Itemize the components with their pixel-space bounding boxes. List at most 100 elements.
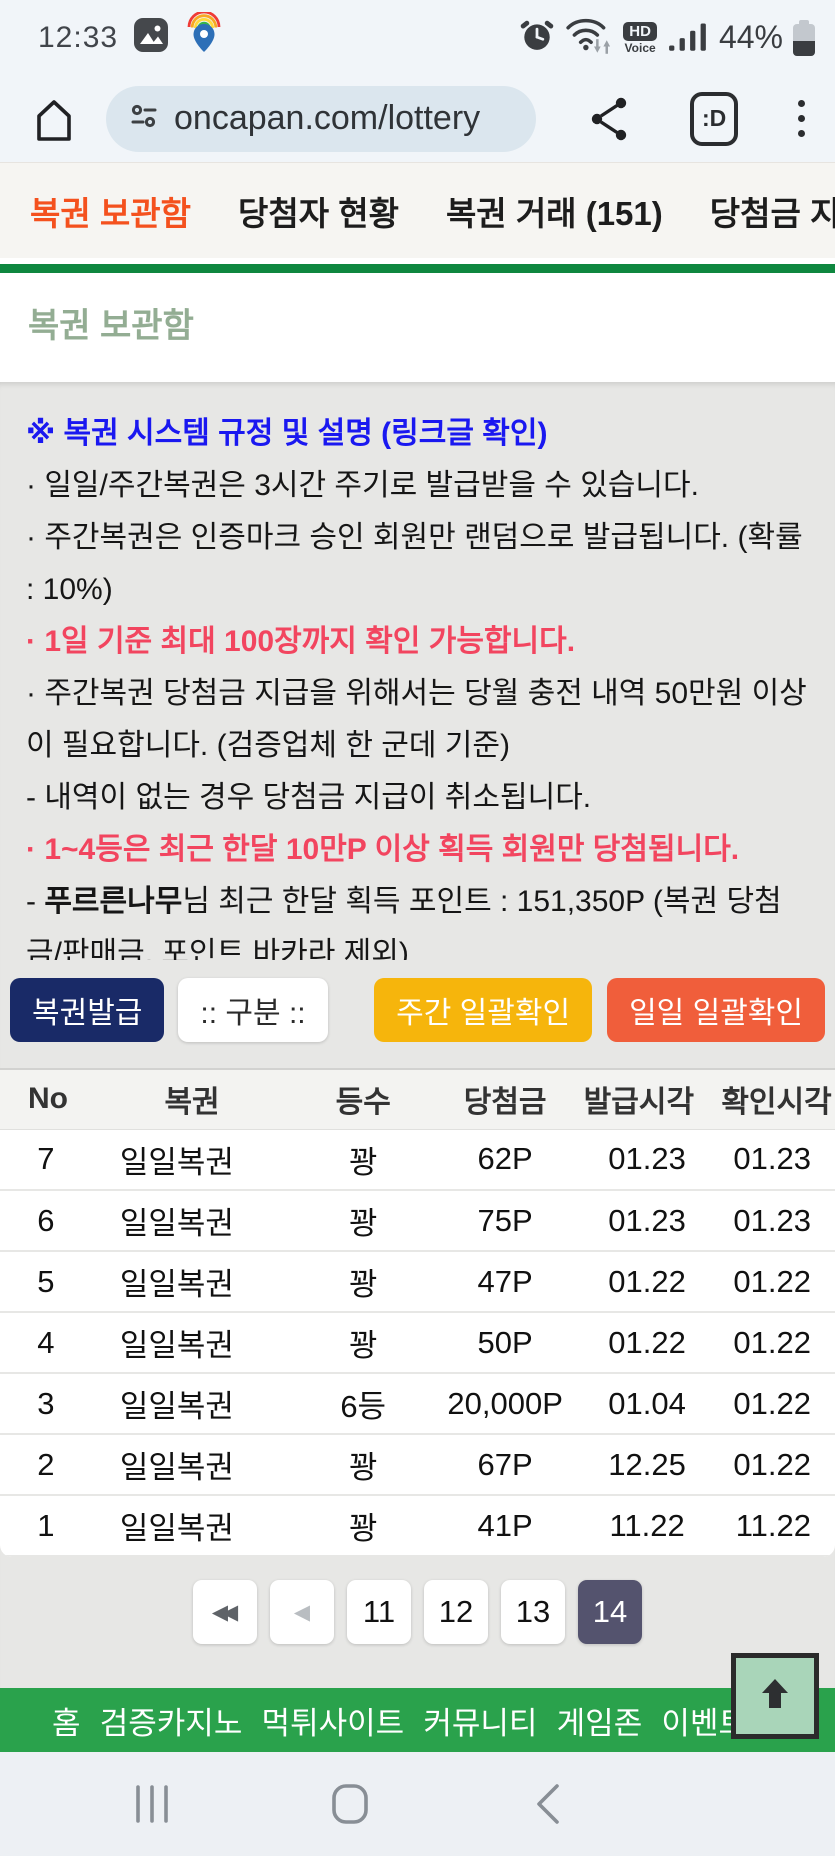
table-row: 4 일일복권 꽝 50P 01.22 01.22 xyxy=(0,1312,835,1373)
cell-prize: 62P xyxy=(477,1141,533,1177)
tab-switcher-button[interactable]: :D xyxy=(690,91,738,146)
cell-no: 6 xyxy=(37,1202,55,1238)
wifi-icon xyxy=(565,15,613,60)
cell-rank: 꽝 xyxy=(348,1450,378,1485)
cell-issued: 11.22 xyxy=(609,1507,685,1543)
notice-line: · 1일 기준 최대 100장까지 확인 가능합니다. xyxy=(26,625,576,658)
page-button[interactable]: 11 xyxy=(347,1580,411,1644)
actions-row: 복권발급 :: 구분 :: 주간 일괄확인 일일 일괄확인 xyxy=(10,978,825,1042)
cell-checked: 11.22 xyxy=(735,1507,811,1543)
table-row: 1 일일복권 꽝 41P 11.22 11.22 xyxy=(0,1495,835,1556)
table-row: 7 일일복권 꽝 62P 01.23 01.23 xyxy=(0,1129,835,1190)
cell-no: 1 xyxy=(37,1507,55,1543)
recents-button[interactable] xyxy=(130,1784,174,1824)
arrow-up-icon xyxy=(755,1674,795,1719)
cell-lottery: 일일복권 xyxy=(119,1267,234,1302)
alarm-icon xyxy=(519,17,555,58)
home-button[interactable] xyxy=(30,95,78,143)
back-button[interactable] xyxy=(533,1782,563,1826)
table-header-row: No 복권 등수 당첨금 발급시각 확인시각 xyxy=(0,1069,835,1129)
browser-toolbar: oncapan.com/lottery :D xyxy=(0,75,835,162)
footer-link[interactable]: 커뮤니티 xyxy=(423,1705,538,1741)
cell-rank: 꽝 xyxy=(348,1511,378,1546)
table-body: 7 일일복권 꽝 62P 01.23 01.23 6 일일복권 꽝 75P 01… xyxy=(0,1129,835,1556)
cell-no: 4 xyxy=(37,1324,55,1360)
cell-checked: 01.22 xyxy=(733,1446,811,1482)
footer-link[interactable]: 먹튀사이트 xyxy=(261,1705,405,1741)
issue-lottery-button[interactable]: 복권발급 xyxy=(10,978,165,1042)
column-header: 발급시각 xyxy=(583,1086,695,1120)
cell-no: 5 xyxy=(37,1263,55,1299)
cell-checked: 01.22 xyxy=(733,1263,811,1299)
gallery-notification-icon xyxy=(132,16,170,59)
table-row: 2 일일복권 꽝 67P 12.25 01.22 xyxy=(0,1434,835,1495)
filter-select[interactable]: :: 구분 :: xyxy=(178,978,328,1042)
notice-rules-link[interactable]: ※ 복권 시스템 규정 및 설명 (링크글 확인) xyxy=(26,417,548,450)
tune-icon xyxy=(128,100,160,137)
notice-line: · 일일/주간복권은 3시간 주기로 발급받을 수 있습니다. xyxy=(26,469,699,502)
cell-issued: 01.22 xyxy=(608,1324,686,1360)
column-header: No xyxy=(28,1082,68,1116)
cell-issued: 01.23 xyxy=(608,1202,686,1238)
page-title: 복권 보관함 xyxy=(28,307,194,345)
notice-line: · 1~4등은 최근 한달 10만P 이상 획득 회원만 당첨됩니다. xyxy=(26,833,740,866)
cell-lottery: 일일복권 xyxy=(119,1450,234,1485)
notice-panel: ※ 복권 시스템 규정 및 설명 (링크글 확인) · 일일/주간복권은 3시간… xyxy=(0,382,835,960)
cell-issued: 01.23 xyxy=(608,1141,686,1177)
home-nav-button[interactable] xyxy=(330,1782,370,1826)
table-row: 6 일일복권 꽝 75P 01.23 01.23 xyxy=(0,1190,835,1251)
cell-rank: 6등 xyxy=(340,1389,387,1424)
cell-lottery: 일일복권 xyxy=(119,1144,234,1180)
cell-lottery: 일일복권 xyxy=(119,1511,234,1546)
cell-checked: 01.22 xyxy=(733,1324,811,1360)
pagination: ◀◀ ◀ 11 12 13 14 xyxy=(0,1580,835,1644)
green-divider xyxy=(0,264,835,273)
daily-check-all-button[interactable]: 일일 일괄확인 xyxy=(607,978,825,1042)
page-button[interactable]: ◀◀ xyxy=(193,1580,257,1644)
cell-no: 2 xyxy=(37,1446,55,1482)
footer-link[interactable]: 홈 xyxy=(52,1705,81,1741)
page-button[interactable]: 14 xyxy=(578,1580,642,1644)
table-row: 5 일일복권 꽝 47P 01.22 01.22 xyxy=(0,1251,835,1312)
cell-checked: 01.22 xyxy=(733,1385,811,1421)
cell-prize: 75P xyxy=(477,1202,533,1238)
site-tab[interactable]: 복권 거래 (151) xyxy=(445,194,663,232)
cell-prize: 50P xyxy=(477,1324,533,1360)
battery-icon xyxy=(793,19,815,56)
url-bar[interactable]: oncapan.com/lottery xyxy=(106,85,537,152)
site-tab[interactable]: 당첨자 현황 xyxy=(237,194,399,232)
footer-link[interactable]: 게임존 xyxy=(556,1705,643,1741)
site-tab[interactable]: 당첨금 지· xyxy=(709,194,835,232)
cell-rank: 꽝 xyxy=(348,1267,378,1302)
cell-lottery: 일일복권 xyxy=(119,1328,234,1363)
android-nav-bar xyxy=(0,1752,835,1856)
cell-issued: 01.04 xyxy=(608,1385,686,1421)
column-header: 복권 xyxy=(164,1086,220,1120)
weekly-check-all-button[interactable]: 주간 일괄확인 xyxy=(374,978,593,1042)
status-bar: 12:33 HD Voice 44% xyxy=(0,0,835,75)
hd-voice-icon: HD Voice xyxy=(623,21,657,55)
cell-rank: 꽝 xyxy=(348,1328,378,1363)
cell-prize: 20,000P xyxy=(447,1385,563,1421)
cell-issued: 01.22 xyxy=(608,1263,686,1299)
column-header: 당첨금 xyxy=(463,1086,547,1120)
cell-issued: 12.25 xyxy=(608,1446,686,1482)
site-footer: 홈 검증카지노 먹튀사이트 커뮤니티 게임존 이벤트 xyxy=(0,1688,835,1752)
cell-checked: 01.23 xyxy=(733,1202,811,1238)
site-tab[interactable]: 복권 보관함 xyxy=(30,194,191,232)
battery-percent: 44% xyxy=(718,19,783,55)
clock: 12:33 xyxy=(38,20,119,54)
site-nav-tabs: 복권 보관함 당첨자 현황 복권 거래 (151) 당첨금 지· xyxy=(0,162,835,258)
scroll-to-top-button[interactable] xyxy=(731,1653,819,1739)
main-content: ※ 복권 시스템 규정 및 설명 (링크글 확인) · 일일/주간복권은 3시간… xyxy=(0,382,835,1688)
table-row: 3 일일복권 6등 20,000P 01.04 01.22 xyxy=(0,1373,835,1434)
page-button[interactable]: 12 xyxy=(424,1580,488,1644)
footer-link[interactable]: 검증카지노 xyxy=(99,1705,243,1741)
share-button[interactable] xyxy=(588,95,632,143)
page-button[interactable]: ◀ xyxy=(270,1580,334,1644)
cell-prize: 41P xyxy=(477,1507,533,1543)
notice-line: - 내역이 없는 경우 당첨금 지급이 취소됩니다. xyxy=(26,781,592,814)
menu-button[interactable] xyxy=(798,100,805,137)
page-button[interactable]: 13 xyxy=(501,1580,565,1644)
cell-no: 3 xyxy=(37,1385,55,1421)
